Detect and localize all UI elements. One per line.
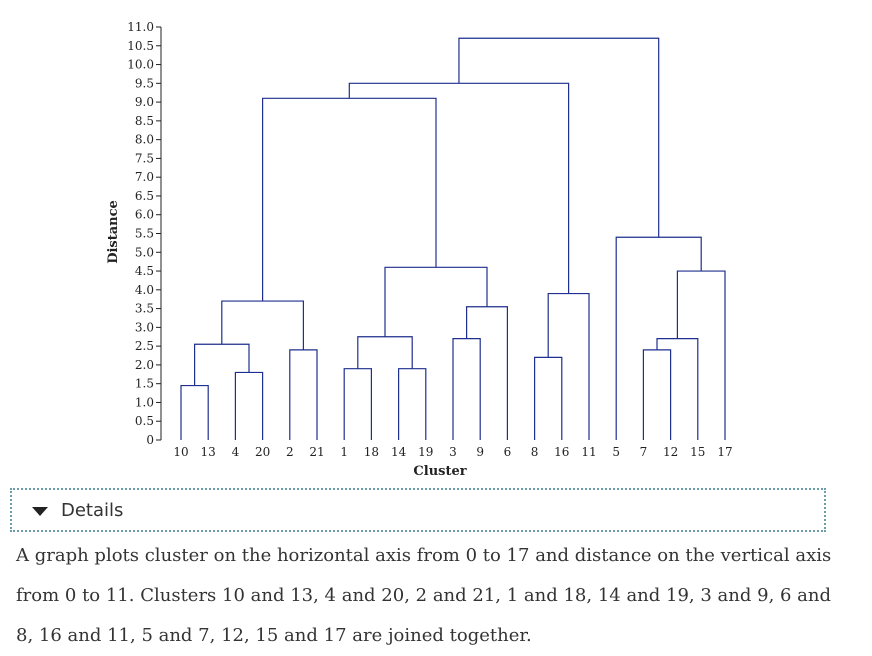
- y-tick-label: 7.0: [135, 170, 154, 184]
- y-axis: [156, 26, 162, 441]
- dendrogram-links: [180, 37, 726, 440]
- y-tick-label: 5.5: [135, 227, 154, 241]
- dendrogram-link: [547, 292, 590, 440]
- x-tick-label: 9: [476, 445, 484, 459]
- x-tick-label: 15: [690, 445, 705, 459]
- y-tick-label: 11.0: [127, 20, 154, 34]
- details-description: A graph plots cluster on the horizontal …: [16, 545, 832, 646]
- x-tick-label: 4: [232, 445, 240, 459]
- y-tick-label: 9.5: [135, 76, 154, 90]
- dendrogram-link: [180, 384, 209, 440]
- dendrogram-link: [343, 368, 372, 440]
- dendrogram-link: [194, 343, 250, 386]
- y-tick-label: 4.5: [135, 264, 154, 278]
- dendrogram-link: [458, 37, 660, 238]
- x-tick-label: 19: [418, 445, 433, 459]
- y-tick-label: 4.0: [135, 283, 154, 297]
- details-label: Details: [61, 499, 124, 521]
- caret-down-icon: [32, 506, 48, 516]
- dendrogram-link: [384, 266, 488, 337]
- x-tick-label: 10: [173, 445, 188, 459]
- x-tick-label: 16: [554, 445, 569, 459]
- y-tick-label: 0.5: [135, 414, 154, 428]
- dendrogram-link: [357, 336, 413, 369]
- dendrogram-link: [642, 349, 672, 440]
- dendrogram-link: [452, 338, 481, 440]
- x-tick-label: 7: [640, 445, 648, 459]
- y-tick-label: 2.0: [135, 358, 154, 372]
- y-tick-label: 5.0: [135, 245, 154, 259]
- y-tick-label: 0: [146, 433, 154, 447]
- y-tick-label: 1.0: [135, 395, 154, 409]
- x-tick-label: 8: [531, 445, 539, 459]
- y-axis-label: Distance: [106, 200, 121, 264]
- x-tick-label: 21: [309, 445, 324, 459]
- y-tick-label: 1.5: [135, 377, 154, 391]
- y-tick-label: 10.0: [127, 58, 154, 72]
- dendrogram-link: [656, 338, 699, 440]
- dendrogram-link: [262, 97, 437, 302]
- y-tick-labels: 0 0.5 1.0 1.5 2.0 2.5 3.0 3.5 4.0 4.5 5.0 5.5 6.0 6.5…: [127, 20, 154, 447]
- dendrogram-link: [348, 82, 570, 294]
- dendrogram-link: [676, 270, 726, 440]
- details-toggle[interactable]: Details: [10, 488, 826, 532]
- dendrogram-link: [234, 371, 264, 440]
- y-tick-label: 8.0: [135, 133, 154, 147]
- dendrogram-link: [289, 349, 318, 440]
- x-tick-label: 5: [612, 445, 620, 459]
- x-axis-label: Cluster: [413, 464, 466, 479]
- x-tick-label: 3: [449, 445, 457, 459]
- dendrogram-link: [533, 356, 563, 440]
- y-tick-label: 7.5: [135, 151, 154, 165]
- x-tick-label: 18: [364, 445, 379, 459]
- dendrogram-link: [221, 300, 304, 350]
- dendrogram-chart: 0 0.5 1.0 1.5 2.0 2.5 3.0 3.5 4.0 4.5 5.0 5.5 6.0 6.5…: [106, 20, 733, 479]
- x-tick-label: 20: [255, 445, 270, 459]
- dendrogram-link: [466, 306, 508, 440]
- x-tick-label: 14: [391, 445, 407, 459]
- x-tick-label: 13: [201, 445, 216, 459]
- x-tick-label: 17: [717, 445, 732, 459]
- y-tick-label: 3.0: [135, 320, 154, 334]
- x-tick-labels: 10 13 4 20 2 21 1 18 14 19 3 9 6 8 16 11 5 7 12 15 17: [173, 445, 732, 459]
- y-tick-label: 8.5: [135, 114, 154, 128]
- y-tick-label: 6.0: [135, 208, 154, 222]
- y-tick-label: 10.5: [127, 39, 154, 53]
- y-tick-label: 6.5: [135, 189, 154, 203]
- y-tick-label: 3.5: [135, 302, 154, 316]
- y-tick-label: 9.0: [135, 95, 154, 109]
- x-tick-label: 1: [340, 445, 348, 459]
- x-tick-label: 6: [504, 445, 512, 459]
- x-tick-label: 2: [286, 445, 294, 459]
- x-tick-label: 11: [581, 445, 596, 459]
- dendrogram-link: [398, 368, 427, 440]
- x-tick-label: 12: [663, 445, 678, 459]
- y-tick-label: 2.5: [135, 339, 154, 353]
